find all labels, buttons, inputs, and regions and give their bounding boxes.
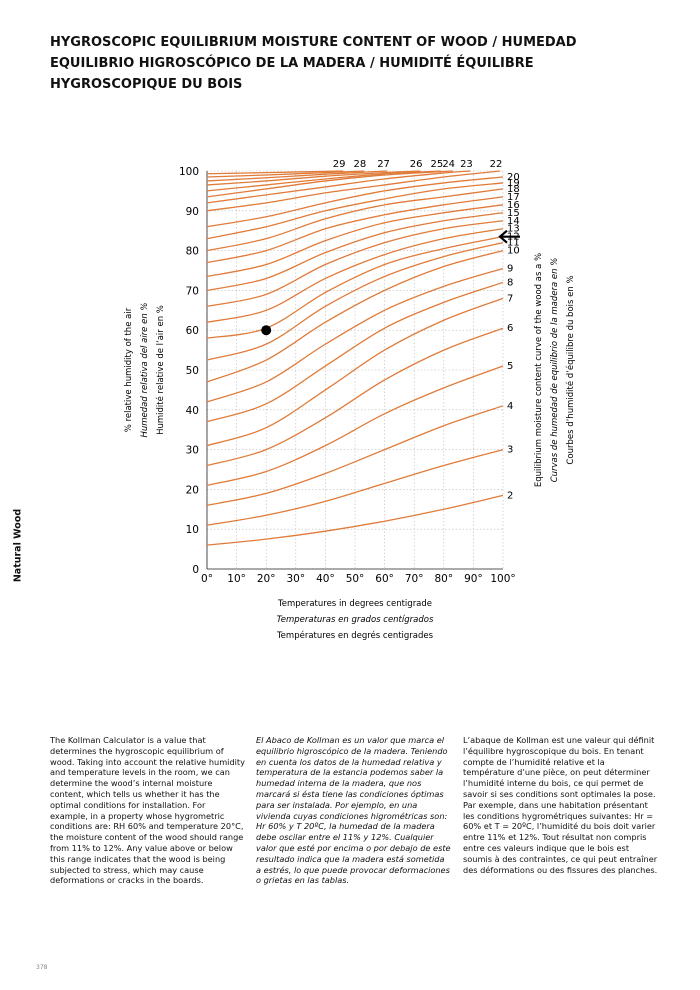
paragraph-fr: L’abaque de Kollman est une valeur qui d… — [463, 735, 658, 875]
curve-label: 29 — [333, 159, 346, 170]
curve — [206, 176, 504, 228]
curve — [206, 405, 504, 506]
curve — [206, 170, 453, 198]
x-tick-label: 20° — [257, 573, 276, 585]
curve — [206, 297, 504, 447]
y-tick-label: 90 — [186, 206, 199, 218]
curve-label: 14 — [507, 216, 520, 227]
curve-label: 23 — [460, 159, 473, 170]
x-axis-title: Températures en degrés centigrades — [276, 630, 434, 641]
y-tick-label: 50 — [186, 365, 199, 377]
y-tick-label: 80 — [186, 246, 199, 258]
curve-label: 19 — [507, 178, 520, 189]
curve-label: 15 — [507, 208, 520, 219]
curve-label: 3 — [507, 445, 513, 456]
curve — [206, 249, 504, 383]
curve-label: 27 — [377, 159, 390, 170]
chart: 0° 10° 20° 30° 40° 50° 60° 70° 80° 90° 100° 0 10 20 30… — [124, 159, 576, 641]
curve-label: 13 — [507, 224, 520, 235]
y2-axis-title: Curvas de humedad de equilibrio de la ma… — [550, 258, 560, 483]
y-tick-label: 70 — [186, 285, 199, 297]
x-tick-label: 10° — [227, 573, 246, 585]
curve-label: 24 — [442, 159, 455, 170]
curve — [206, 327, 504, 467]
paragraph-en: The Kollman Calculator is a value that d… — [50, 735, 245, 886]
curve-label: 26 — [410, 159, 423, 170]
x-tick-label: 60° — [375, 573, 394, 585]
curve — [206, 170, 421, 186]
curve-label: 4 — [507, 401, 513, 412]
y-tick-label: 30 — [186, 445, 199, 457]
reading-point — [261, 325, 272, 336]
y2-axis-title: Courbes d’humidité d’équilibre du bois e… — [565, 275, 576, 464]
curve-label: 7 — [507, 293, 513, 304]
curve-label: 18 — [507, 184, 520, 195]
curve — [206, 170, 344, 175]
page-title: Hygroscopic equilibrium moisture content… — [50, 35, 577, 92]
curve-label: 11 — [507, 238, 520, 249]
curve — [206, 188, 504, 252]
y-axis-title: % relative humidity of the air — [124, 307, 134, 432]
y-tick-label: 0 — [192, 564, 199, 576]
y-tick-label: 100 — [179, 166, 199, 178]
y-tick-label: 20 — [186, 484, 199, 496]
curve — [206, 281, 504, 423]
x-tick-label: 50° — [346, 573, 365, 585]
x-tick-label: 30° — [286, 573, 305, 585]
curve — [206, 170, 441, 192]
curve-label: 17 — [507, 192, 520, 203]
curve — [206, 170, 388, 182]
curve-label: 8 — [507, 277, 513, 288]
curve-label: 22 — [490, 159, 503, 170]
curve — [206, 228, 504, 323]
curve — [206, 212, 504, 292]
curve — [206, 204, 504, 278]
curve — [206, 267, 504, 403]
curve — [206, 170, 501, 212]
curve-label: 16 — [507, 200, 520, 211]
y-tick-label: 10 — [186, 524, 199, 536]
curve — [206, 196, 504, 264]
curve — [206, 170, 471, 204]
curve-label: 9 — [507, 264, 513, 275]
y2-axis-title: Equilibrium moisture content curve of th… — [534, 253, 544, 487]
curve — [206, 448, 504, 526]
curve — [206, 182, 504, 240]
x-tick-label: 0° — [201, 573, 213, 585]
curve — [206, 494, 504, 546]
y-axis-title: Humedad relativa del aire en % — [140, 303, 150, 438]
curve-label: 5 — [507, 361, 513, 372]
y-axis-title: Humidité relative de l’air en % — [155, 305, 166, 435]
y-tick-label: 40 — [186, 405, 199, 417]
curve-label: 2 — [507, 490, 513, 501]
x-axis-title: Temperaturas en grados centígrados — [277, 615, 434, 625]
page-number: 378 — [36, 964, 48, 971]
reading-arrow — [498, 229, 520, 244]
curve — [206, 170, 364, 178]
x-tick-label: 100° — [490, 573, 515, 585]
curve-label: 10 — [507, 246, 520, 257]
x-tick-label: 40° — [316, 573, 335, 585]
x-tick-label: 70° — [405, 573, 424, 585]
x-tick-label: 90° — [464, 573, 483, 585]
x-tick-label: 80° — [434, 573, 453, 585]
curve — [206, 242, 504, 361]
curve-label: 25 — [430, 159, 443, 170]
curve-label: 28 — [354, 159, 367, 170]
x-axis-title: Temperatures in degrees centigrade — [277, 599, 432, 609]
curve-label: 6 — [507, 323, 513, 334]
curve-label: 20 — [507, 172, 520, 183]
curve — [206, 220, 504, 307]
curve — [206, 365, 504, 487]
y-tick-label: 60 — [186, 325, 199, 337]
paragraph-es: El Abaco de Kollman es un valor que marc… — [256, 735, 451, 886]
